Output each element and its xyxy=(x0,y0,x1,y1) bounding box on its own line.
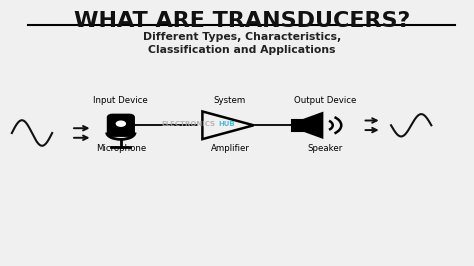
FancyBboxPatch shape xyxy=(109,115,134,135)
Text: System: System xyxy=(214,96,246,105)
Polygon shape xyxy=(292,120,303,131)
Text: WHAT ARE TRANSDUCERS?: WHAT ARE TRANSDUCERS? xyxy=(73,11,410,31)
Text: Classification and Applications: Classification and Applications xyxy=(148,45,336,55)
Text: Different Types, Characteristics,: Different Types, Characteristics, xyxy=(143,32,341,42)
Text: HUB: HUB xyxy=(218,121,235,127)
Text: ELECTRONICS: ELECTRONICS xyxy=(162,121,216,127)
Text: Input Device: Input Device xyxy=(93,96,148,105)
Text: Speaker: Speaker xyxy=(307,144,342,153)
Text: Microphone: Microphone xyxy=(96,144,146,153)
Text: Output Device: Output Device xyxy=(293,96,356,105)
Polygon shape xyxy=(303,113,322,138)
Circle shape xyxy=(117,121,125,126)
Text: Amplifier: Amplifier xyxy=(210,144,249,153)
